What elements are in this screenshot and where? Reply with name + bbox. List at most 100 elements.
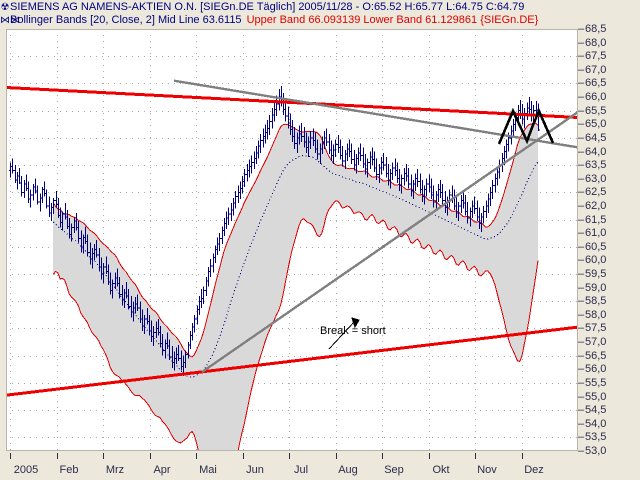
y-tick-label: 56,5 (585, 349, 607, 362)
ohlc-bar (216, 237, 219, 255)
x-axis-label: Sep (384, 464, 404, 476)
price-chart-plot[interactable] (6, 29, 578, 451)
ohlc-bar (23, 180, 26, 198)
y-axis-tick: –59,0 (578, 282, 606, 294)
ohlc-bar (394, 158, 397, 176)
y-tick-mark: – (578, 50, 585, 63)
ohlc-bar (464, 195, 467, 216)
indicator-header-text: Bollinger Bands [20, Close, 2] Mid Line … (10, 14, 242, 26)
ohlc-bar (36, 185, 39, 205)
y-tick-mark: – (578, 445, 585, 457)
ohlc-bar (487, 193, 490, 213)
indicator-header-row: ⋈⋈Bollinger Bands [20, Close, 2] Mid Lin… (0, 14, 538, 27)
wedge-lower-gray[interactable] (201, 111, 578, 373)
ohlc-bar (77, 220, 80, 243)
ohlc-bar (437, 184, 440, 202)
y-tick-label: 66,5 (585, 77, 607, 90)
ohlc-bar (212, 253, 215, 273)
x-axis-label: Apr (153, 464, 171, 476)
y-tick-mark: – (578, 376, 585, 389)
y-tick-label: 65,0 (585, 118, 607, 131)
break-short-arrow-shaft (328, 320, 356, 350)
ohlc-bar (225, 211, 228, 230)
ohlc-bar (18, 167, 21, 185)
ohlc-bar (405, 163, 408, 182)
ohlc-bar (432, 185, 435, 208)
y-tick-mark: – (578, 213, 585, 226)
ohlc-bar (193, 314, 196, 333)
y-tick-label: 67,5 (585, 50, 607, 63)
y-axis-tick: –59,5 (578, 268, 606, 280)
ohlc-bar (457, 201, 460, 221)
x-tick-mark (10, 453, 11, 459)
y-axis-tick: –67,0 (578, 64, 606, 76)
double-top-pattern-drawing[interactable] (497, 107, 555, 145)
break-short-label: Break = short (320, 325, 386, 337)
ohlc-bar (271, 108, 274, 129)
x-axis-label: Nov (477, 464, 497, 476)
x-tick-mark (289, 453, 290, 459)
y-tick-mark: – (578, 63, 585, 76)
ohlc-bar (505, 139, 508, 159)
ohlc-bar (325, 128, 328, 147)
ohlc-bar (196, 305, 199, 325)
y-tick-mark: – (578, 186, 585, 199)
ohlc-bar (400, 174, 403, 194)
resistance-trendline-red[interactable] (6, 86, 578, 119)
y-tick-label: 63,5 (585, 159, 607, 172)
ohlc-bar (70, 223, 73, 242)
y-tick-label: 56,0 (585, 363, 607, 376)
ohlc-bar (184, 350, 187, 368)
y-axis-tick: –66,5 (578, 77, 606, 89)
x-tick-mark (336, 453, 337, 459)
y-axis-tick: –53,0 (578, 445, 606, 457)
chart-header: ☢SIEMENS AG NAMENS-AKTIEN O.N. [SIEGn.DE… (0, 0, 640, 28)
y-tick-label: 57,5 (585, 322, 607, 335)
support-trendline-red[interactable] (6, 325, 578, 397)
ohlc-bar (460, 195, 463, 213)
y-axis-tick: –62,5 (578, 186, 606, 198)
y-axis-tick: –54,0 (578, 418, 606, 430)
y-axis-tick: –66,0 (578, 91, 606, 103)
x-tick-mark (522, 453, 523, 459)
y-axis-tick: –65,0 (578, 118, 606, 130)
ohlc-bar (337, 135, 340, 153)
ohlc-bar (473, 196, 476, 215)
ohlc-bar (45, 189, 48, 209)
ohlc-bar (353, 150, 356, 171)
ohlc-bar (369, 151, 372, 170)
ohlc-bar (293, 127, 296, 149)
x-tick-mark (150, 453, 151, 459)
x-axis-label: Feb (59, 464, 79, 476)
ohlc-bar (221, 226, 224, 245)
ohlc-bar (111, 279, 114, 299)
x-tick-mark (429, 453, 430, 459)
ohlc-bar (207, 267, 210, 287)
y-axis-tick: –62,0 (578, 200, 606, 212)
bollinger-upper-band (52, 122, 539, 358)
wedge-upper-gray[interactable] (173, 79, 578, 149)
y-axis-tick: –53,5 (578, 431, 606, 443)
ohlc-bar (11, 158, 14, 174)
ohlc-bar (198, 295, 201, 315)
ohlc-bar (476, 200, 479, 221)
x-tick-mark (103, 453, 104, 459)
ohlc-bar (177, 344, 180, 362)
y-tick-mark: – (578, 431, 585, 444)
ohlc-bar (253, 151, 256, 170)
y-tick-label: 59,5 (585, 268, 607, 281)
y-axis-tick: –68,0 (578, 37, 606, 49)
ohlc-bar (255, 146, 258, 164)
ohlc-bar (373, 151, 376, 172)
bollinger-mid-line (52, 155, 539, 378)
ohlc-bar (239, 181, 242, 200)
ohlc-bar (523, 108, 526, 129)
ohlc-bar (27, 181, 30, 204)
ohlc-bar (407, 167, 410, 189)
y-axis-tick: –63,5 (578, 159, 606, 171)
ohlc-bar (264, 124, 267, 144)
y-tick-mark: – (578, 159, 585, 172)
y-axis-tick: –67,5 (578, 50, 606, 62)
ohlc-bar (50, 203, 53, 221)
